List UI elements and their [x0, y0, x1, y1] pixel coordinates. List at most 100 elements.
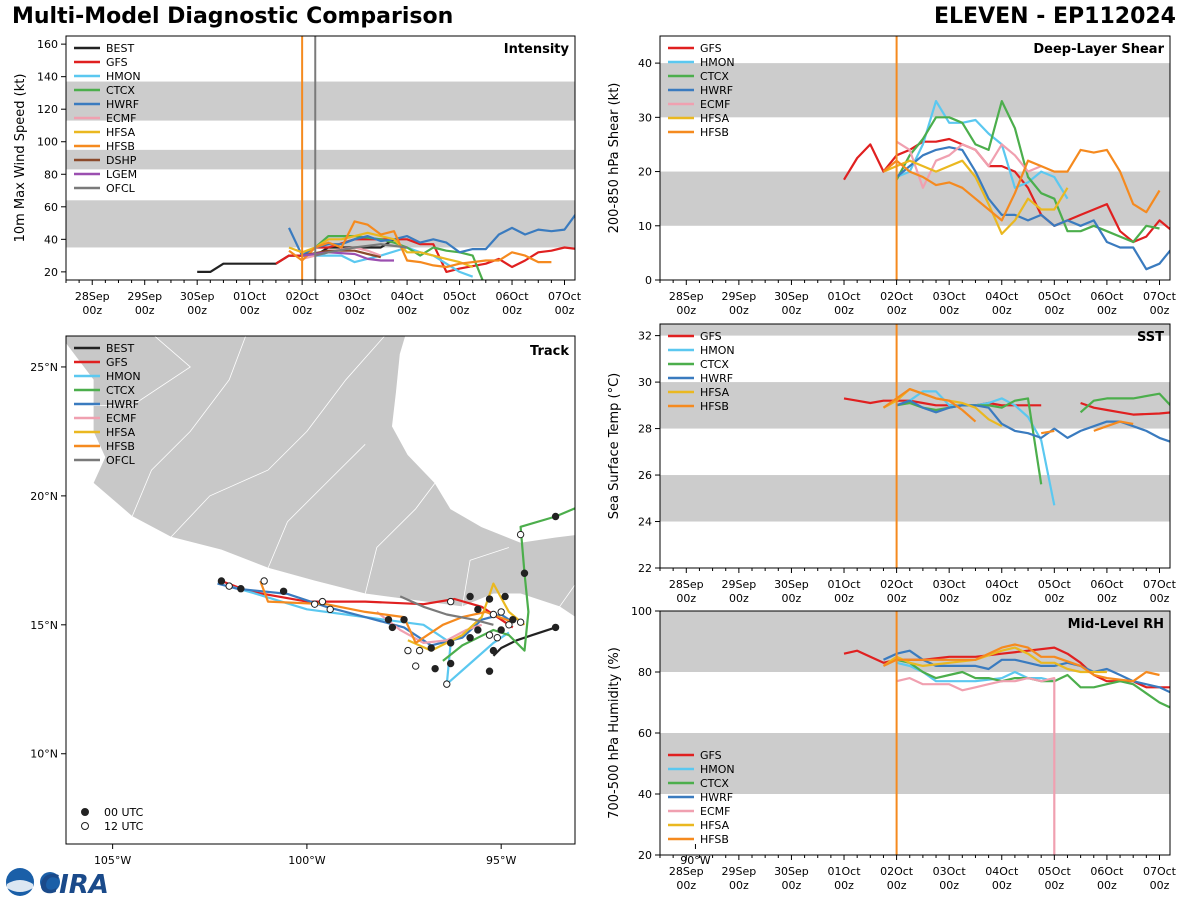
- x-tick-label: 29Sep: [721, 290, 756, 303]
- legend-label-hwrf: HWRF: [106, 398, 139, 411]
- track-marker-12utc: [225, 582, 233, 590]
- x-tick-label: 05Oct: [1038, 865, 1072, 878]
- legend-label-hfsa: HFSA: [700, 112, 730, 125]
- x-tick-label: 00z: [345, 304, 365, 317]
- y-tick-label: 160: [37, 38, 58, 51]
- track-marker-00utc: [431, 664, 439, 673]
- shear-band-0: [660, 171, 1170, 226]
- legend-label-hfsa: HFSA: [700, 386, 730, 399]
- marker-legend-label: 12 UTC: [104, 820, 144, 833]
- y-tick-label: 100: [631, 605, 652, 618]
- x-tick-label: 00z: [729, 592, 749, 605]
- track-marker-00utc: [466, 592, 474, 601]
- series-hfsb: [882, 388, 977, 423]
- legend-label-ecmf: ECMF: [106, 112, 136, 125]
- legend-label-hfsa: HFSA: [106, 126, 136, 139]
- legend-label-hwrf: HWRF: [106, 98, 139, 111]
- legend-label-hmon: HMON: [106, 70, 141, 83]
- series-gfs: [843, 646, 1170, 689]
- state-border: [267, 444, 366, 569]
- intensity-chart: 28Sep00z29Sep00z30Sep00z01Oct00z02Oct00z…: [13, 35, 582, 317]
- x-tick-label: 02Oct: [880, 578, 914, 591]
- legend-label-hfsb: HFSB: [106, 440, 135, 453]
- y-tick-label: 20: [44, 266, 58, 279]
- y-tick-label: 32: [638, 330, 652, 343]
- legend-label-ofcl: OFCL: [106, 454, 136, 467]
- x-tick-label: 00z: [939, 879, 959, 892]
- track-marker-00utc: [509, 615, 517, 624]
- x-tick-label: 01Oct: [828, 290, 862, 303]
- y-tick-label: 100: [37, 136, 58, 149]
- legend-label-ctcx: CTCX: [700, 358, 729, 371]
- track-marker-00utc: [279, 587, 288, 595]
- state-border: [364, 482, 436, 594]
- x-tick-label: 00z: [992, 592, 1012, 605]
- legend-label-ecmf: ECMF: [106, 412, 136, 425]
- y-axis-label: 10m Max Wind Speed (kt): [13, 74, 28, 243]
- series-hfsb: [288, 220, 552, 269]
- track-marker-00utc: [217, 577, 226, 585]
- y-tick-label: 60: [44, 201, 58, 214]
- x-tick-label: 03Oct: [933, 578, 967, 591]
- y-tick-label: 26: [638, 469, 652, 482]
- sst-series-group: [843, 388, 1170, 506]
- state-border: [461, 547, 510, 607]
- track-marker-12utc: [318, 597, 327, 606]
- globe-icon: [40, 872, 60, 892]
- track-marker-12utc: [415, 646, 424, 655]
- x-tick-label: 06Oct: [1090, 290, 1124, 303]
- sst-band-2: [660, 324, 1170, 336]
- series-hfsb: [883, 643, 1160, 683]
- land-group: [66, 336, 575, 618]
- page-title: Multi-Model Diagnostic Comparison: [12, 4, 454, 29]
- x-tick-label: 30Sep: [180, 290, 215, 303]
- track-ctcx: [442, 507, 575, 662]
- series-gfs: [1080, 401, 1170, 416]
- state-border: [559, 584, 575, 608]
- panel-title: SST: [1137, 330, 1164, 345]
- legend-label-hfsb: HFSB: [700, 833, 729, 846]
- track-hwrf: [217, 582, 514, 647]
- track-marker-00utc: [384, 615, 393, 624]
- x-tick-label: 04Oct: [391, 290, 425, 303]
- series-hwrf: [896, 399, 1170, 443]
- mexico-landmass: [66, 336, 575, 618]
- cira-logo: CIRA: [6, 868, 109, 898]
- panel-title: Track: [530, 344, 569, 359]
- x-tick-label: 00z: [729, 304, 749, 317]
- shear-band-1: [660, 63, 1170, 118]
- x-tick-label: 28Sep: [669, 290, 704, 303]
- track-marker-12utc: [516, 618, 525, 626]
- y-axis-label: 700-500 hPa Humidity (%): [607, 647, 622, 819]
- legend-label-gfs: GFS: [700, 42, 722, 55]
- track-marker-00utc: [474, 605, 482, 614]
- plot-frame: [659, 610, 1171, 856]
- y-axis-label: 200-850 hPa Shear (kt): [607, 83, 622, 234]
- track-map: 105°W 100°W 95°W 90°W 10°N 15°N 20°N 25°N Track B…: [30, 335, 711, 867]
- x-tick-label: 00z: [1097, 879, 1117, 892]
- x-tick-label: 00z: [834, 304, 854, 317]
- series-ctcx: [1079, 392, 1170, 414]
- x-tick-label: 30Sep: [774, 865, 809, 878]
- track-marker-12utc: [516, 530, 525, 539]
- x-tick-label: 00z: [782, 592, 802, 605]
- x-tick-label: 06Oct: [1090, 578, 1124, 591]
- legend-label-hmon: HMON: [700, 56, 735, 69]
- state-border: [73, 336, 191, 406]
- track-marker-12utc: [326, 605, 334, 614]
- x-tick-label: 00z: [292, 304, 312, 317]
- x-tick-label: 00z: [676, 304, 696, 317]
- legend-label-ctcx: CTCX: [700, 777, 729, 790]
- x-tick-label: 00z: [782, 879, 802, 892]
- x-tick-label: 30Sep: [774, 290, 809, 303]
- series-ecmf: [896, 677, 1056, 855]
- lon-tick-label: 90°W: [680, 854, 710, 867]
- legend-label-ecmf: ECMF: [700, 98, 730, 111]
- legend-label-hfsb: HFSB: [106, 140, 135, 153]
- track-marker-12utc: [411, 662, 420, 670]
- y-tick-label: 60: [638, 727, 652, 740]
- x-tick-label: 00z: [397, 304, 417, 317]
- lon-tick-label: 95°W: [486, 854, 516, 867]
- x-tick-label: 01Oct: [828, 578, 862, 591]
- y-tick-label: 30: [638, 376, 652, 389]
